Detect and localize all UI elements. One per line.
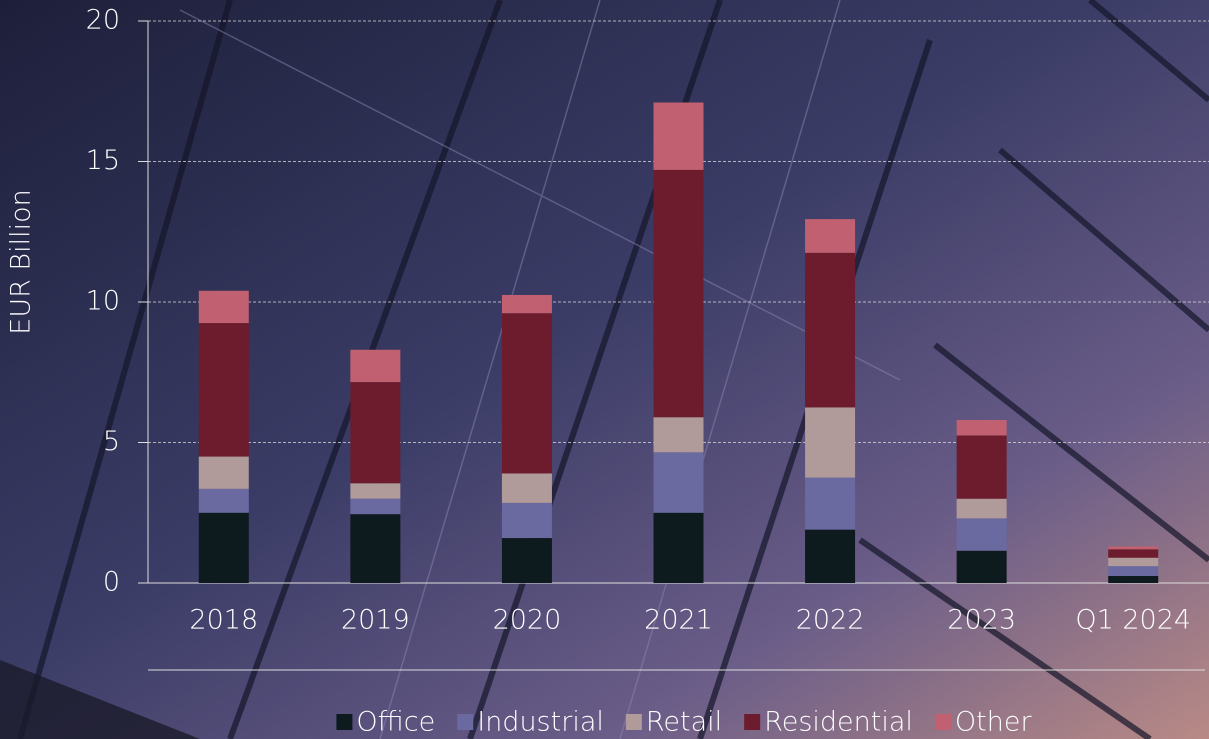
x-tick-label: 2018: [189, 605, 258, 636]
y-tick-label: 15: [86, 145, 120, 176]
bar-segment: [350, 350, 400, 382]
x-tick-label: 2023: [947, 605, 1016, 636]
bar-segment: [199, 323, 249, 456]
bar-segment: [1108, 546, 1158, 549]
legend-swatch: [336, 714, 352, 730]
x-tick-label: 2020: [493, 605, 562, 636]
bar-segment: [805, 253, 855, 408]
bar-segment: [1108, 576, 1158, 583]
y-tick-label: 5: [103, 426, 120, 457]
bar-segment: [957, 499, 1007, 519]
x-tick-label: 2021: [644, 605, 713, 636]
legend-label: Industrial: [477, 707, 604, 738]
bar-segment: [654, 102, 704, 169]
chart: EUR Billion 0 5 10 15 20 2018 2019 2020 2021 2022…: [0, 0, 1209, 739]
bar-segment: [654, 452, 704, 512]
bar-segment: [199, 291, 249, 323]
legend-label: Office: [356, 707, 435, 738]
bar-segment: [654, 417, 704, 452]
bar-segment: [957, 435, 1007, 498]
bar-segment: [654, 513, 704, 583]
legend-label: Retail: [646, 707, 722, 738]
bar-segment: [957, 551, 1007, 583]
bar-segment: [199, 457, 249, 489]
y-tick-label: 20: [86, 5, 120, 36]
legend-label: Residential: [764, 707, 913, 738]
x-tick-label: 2019: [341, 605, 410, 636]
bar-segment: [350, 514, 400, 583]
bar-segment: [654, 170, 704, 417]
legend-swatch: [744, 714, 760, 730]
y-tick-label: 10: [86, 286, 120, 317]
bar-segment: [957, 420, 1007, 435]
bar-segment: [1108, 549, 1158, 557]
bar-segment: [805, 478, 855, 530]
legend-label: Other: [955, 707, 1033, 738]
bar-segment: [502, 295, 552, 313]
bar-segment: [350, 382, 400, 483]
bar-segment: [957, 518, 1007, 550]
bar-segment: [1108, 566, 1158, 576]
bar-segment: [350, 483, 400, 498]
bar-segment: [199, 489, 249, 513]
x-tick-label: 2022: [796, 605, 865, 636]
bar-segment: [805, 530, 855, 583]
x-tick-label: Q1 2024: [1075, 605, 1191, 636]
background: [0, 0, 1209, 739]
bar-segment: [1108, 558, 1158, 566]
y-axis-label: EUR Billion: [6, 189, 37, 334]
legend-swatch: [457, 714, 473, 730]
legend-swatch: [935, 714, 951, 730]
y-tick-label: 0: [103, 567, 120, 598]
bar-segment: [502, 473, 552, 503]
bar-segment: [502, 503, 552, 538]
bar-segment: [502, 538, 552, 583]
bar-segment: [199, 513, 249, 583]
bar-segment: [805, 407, 855, 477]
bar-segment: [350, 499, 400, 514]
legend-swatch: [626, 714, 642, 730]
bar-segment: [502, 313, 552, 473]
bar-segment: [805, 219, 855, 253]
